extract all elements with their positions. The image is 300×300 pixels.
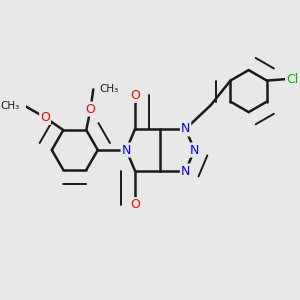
Text: Cl: Cl xyxy=(286,73,298,86)
Text: N: N xyxy=(122,143,131,157)
Text: CH₃: CH₃ xyxy=(99,84,118,94)
Text: N: N xyxy=(181,122,190,136)
Text: O: O xyxy=(85,103,95,116)
Text: O: O xyxy=(130,89,140,102)
Text: N: N xyxy=(181,164,190,178)
Text: O: O xyxy=(40,111,50,124)
Text: N: N xyxy=(190,143,199,157)
Text: CH₃: CH₃ xyxy=(1,101,20,111)
Text: O: O xyxy=(130,198,140,211)
